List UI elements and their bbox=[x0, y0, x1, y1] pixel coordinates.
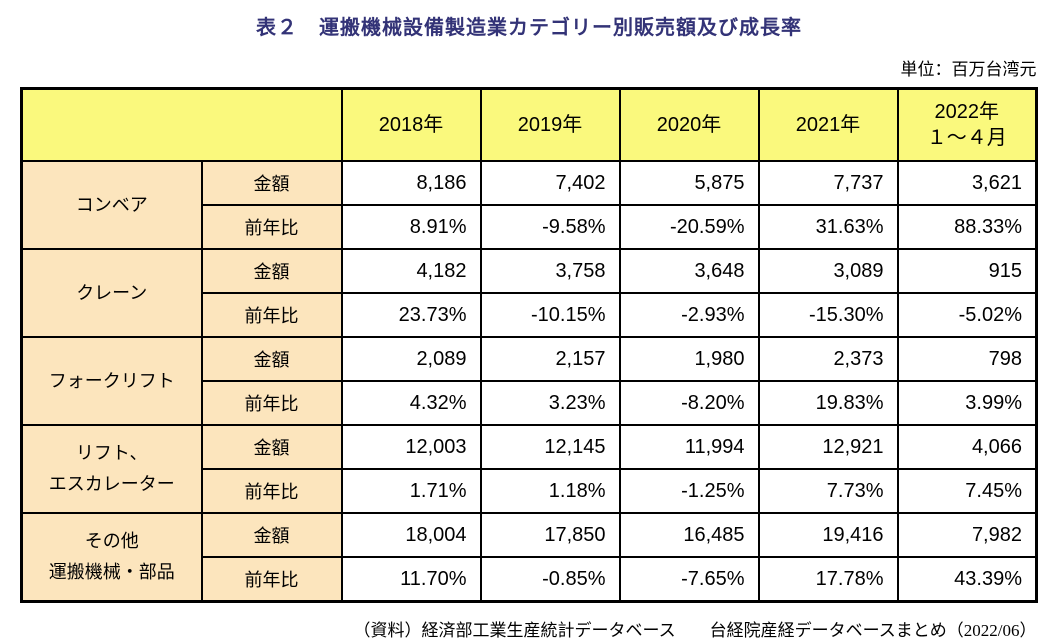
value-cell: 17.78% bbox=[757, 556, 899, 603]
metric-label-cell: 金額 bbox=[200, 248, 343, 294]
value-cell: -5.02% bbox=[896, 292, 1038, 338]
value-cell: -8.20% bbox=[618, 380, 760, 426]
value-cell: 915 bbox=[896, 248, 1038, 294]
value-cell: 7.45% bbox=[896, 468, 1038, 514]
metric-label-cell: 金額 bbox=[200, 160, 343, 206]
value-cell: -2.93% bbox=[618, 292, 760, 338]
value-cell: 1,980 bbox=[618, 336, 760, 382]
category-cell: リフト、 エスカレーター bbox=[20, 424, 203, 514]
metric-label-cell: 金額 bbox=[200, 424, 343, 470]
value-cell: -0.85% bbox=[479, 556, 621, 603]
value-cell: 31.63% bbox=[757, 204, 899, 250]
metric-label-cell: 金額 bbox=[200, 512, 343, 558]
page-title: 表２ 運搬機械設備製造業カテゴリー別販売額及び成長率 bbox=[256, 17, 802, 39]
empty-header-cell bbox=[20, 87, 343, 162]
value-cell: 1.71% bbox=[340, 468, 482, 514]
category-cell: コンベア bbox=[20, 160, 203, 250]
value-cell: 88.33% bbox=[896, 204, 1038, 250]
value-cell: 11,994 bbox=[618, 424, 760, 470]
year-header-2021: 2021年 bbox=[757, 87, 899, 162]
year-header-2020: 2020年 bbox=[618, 87, 760, 162]
metric-label-cell: 前年比 bbox=[200, 556, 343, 603]
value-cell: -7.65% bbox=[618, 556, 760, 603]
metric-label-cell: 前年比 bbox=[200, 380, 343, 426]
value-cell: 16,485 bbox=[618, 512, 760, 558]
value-cell: 3,621 bbox=[896, 160, 1038, 206]
value-cell: -10.15% bbox=[479, 292, 621, 338]
metric-label-cell: 前年比 bbox=[200, 204, 343, 250]
value-cell: 18,004 bbox=[340, 512, 482, 558]
value-cell: 3,648 bbox=[618, 248, 760, 294]
sales-table: 2018年 2019年 2020年 2021年 2022年 １～４月 コンベア金… bbox=[20, 87, 1038, 603]
table-row: 前年比 1.71% 1.18% -1.25% 7.73% 7.45% bbox=[22, 468, 1038, 514]
table-row: コンベア 金額 8,186 7,402 5,875 7,737 3,621 bbox=[20, 160, 1038, 250]
category-cell: その他 運搬機械・部品 bbox=[20, 512, 203, 603]
value-cell: -9.58% bbox=[479, 204, 621, 250]
value-cell: 5,875 bbox=[618, 160, 760, 206]
value-cell: 19,416 bbox=[757, 512, 899, 558]
table-row: クレーン 金額 4,182 3,758 3,648 3,089 915 bbox=[20, 248, 1038, 338]
value-cell: 11.70% bbox=[340, 556, 482, 603]
unit-label: 単位：百万台湾元 bbox=[900, 60, 1037, 79]
value-cell: 4.32% bbox=[340, 380, 482, 426]
value-cell: 7.73% bbox=[757, 468, 899, 514]
category-cell: クレーン bbox=[20, 248, 203, 338]
metric-label-cell: 前年比 bbox=[200, 468, 343, 514]
table-row: フォークリフト 金額 2,089 2,157 1,980 2,373 798 bbox=[20, 336, 1038, 426]
table-row: 前年比 4.32% 3.23% -8.20% 19.83% 3.99% bbox=[22, 380, 1038, 426]
value-cell: -20.59% bbox=[618, 204, 760, 250]
table-row: リフト、 エスカレーター 金額 12,003 12,145 11,994 12,921 4,… bbox=[20, 424, 1038, 514]
value-cell: 12,145 bbox=[479, 424, 621, 470]
year-header-2019: 2019年 bbox=[479, 87, 621, 162]
value-cell: 2,373 bbox=[757, 336, 899, 382]
value-cell: 4,182 bbox=[340, 248, 482, 294]
value-cell: 2,157 bbox=[479, 336, 621, 382]
value-cell: 12,003 bbox=[340, 424, 482, 470]
value-cell: 43.39% bbox=[896, 556, 1038, 603]
header-row: 2018年 2019年 2020年 2021年 2022年 １～４月 bbox=[20, 87, 1038, 162]
value-cell: -15.30% bbox=[757, 292, 899, 338]
value-cell: 17,850 bbox=[479, 512, 621, 558]
value-cell: 12,921 bbox=[757, 424, 899, 470]
source-note: （資料）経済部工業生産統計データベース 台経院産経データベースまとめ（2022/… bbox=[353, 621, 1037, 640]
value-cell: 2,089 bbox=[340, 336, 482, 382]
value-cell: 3.99% bbox=[896, 380, 1038, 426]
value-cell: 23.73% bbox=[340, 292, 482, 338]
value-cell: 4,066 bbox=[896, 424, 1038, 470]
value-cell: 3,089 bbox=[757, 248, 899, 294]
value-cell: 3,758 bbox=[479, 248, 621, 294]
table-row: 前年比 11.70% -0.85% -7.65% 17.78% 43.39% bbox=[22, 556, 1038, 603]
value-cell: -1.25% bbox=[618, 468, 760, 514]
value-cell: 8.91% bbox=[340, 204, 482, 250]
value-cell: 3.23% bbox=[479, 380, 621, 426]
metric-label-cell: 前年比 bbox=[200, 292, 343, 338]
value-cell: 7,402 bbox=[479, 160, 621, 206]
table-row: 前年比 8.91% -9.58% -20.59% 31.63% 88.33% bbox=[22, 204, 1038, 250]
value-cell: 7,737 bbox=[757, 160, 899, 206]
table-row: 前年比 23.73% -10.15% -2.93% -15.30% -5.02% bbox=[22, 292, 1038, 338]
year-header-2018: 2018年 bbox=[340, 87, 482, 162]
value-cell: 798 bbox=[896, 336, 1038, 382]
table-row: その他 運搬機械・部品 金額 18,004 17,850 16,485 19,416 7,9… bbox=[20, 512, 1038, 603]
year-header-2022: 2022年 １～４月 bbox=[896, 87, 1038, 162]
value-cell: 8,186 bbox=[340, 160, 482, 206]
value-cell: 1.18% bbox=[479, 468, 621, 514]
metric-label-cell: 金額 bbox=[200, 336, 343, 382]
table-body: コンベア 金額 8,186 7,402 5,875 7,737 3,621 前年比 8.91% -… bbox=[20, 160, 1038, 603]
value-cell: 19.83% bbox=[757, 380, 899, 426]
value-cell: 7,982 bbox=[896, 512, 1038, 558]
category-cell: フォークリフト bbox=[20, 336, 203, 426]
